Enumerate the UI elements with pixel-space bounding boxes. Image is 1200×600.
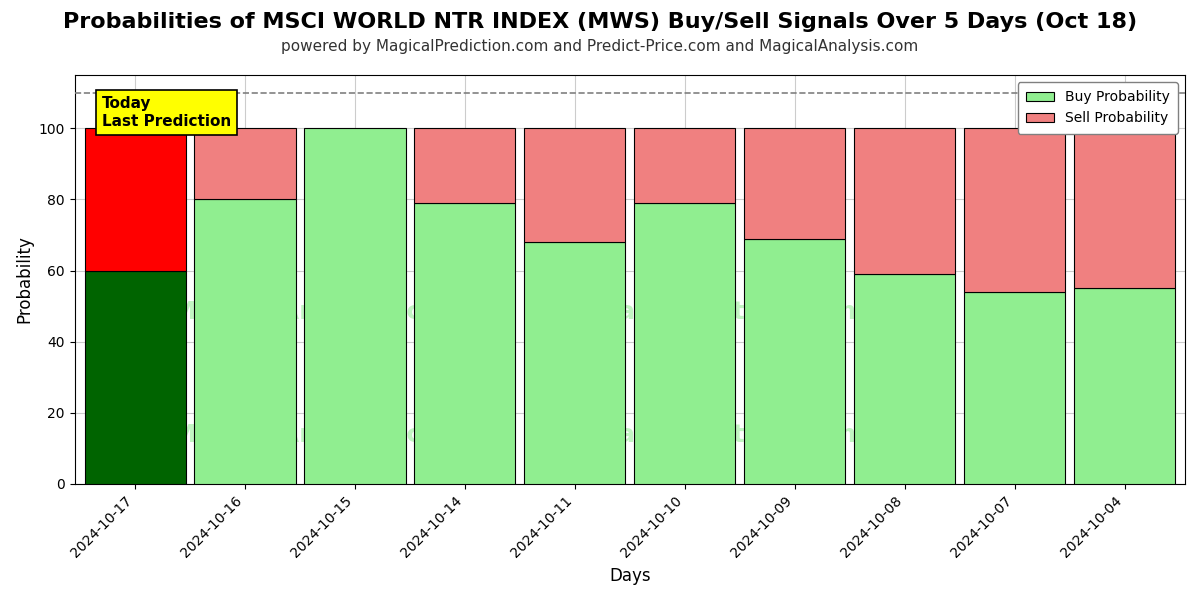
Legend: Buy Probability, Sell Probability: Buy Probability, Sell Probability — [1018, 82, 1178, 134]
Text: powered by MagicalPrediction.com and Predict-Price.com and MagicalAnalysis.com: powered by MagicalPrediction.com and Pre… — [281, 39, 919, 54]
Bar — [524, 128, 625, 242]
Text: Probabilities of MSCI WORLD NTR INDEX (MWS) Buy/Sell Signals Over 5 Days (Oct 18: Probabilities of MSCI WORLD NTR INDEX (M… — [62, 12, 1138, 32]
Bar — [84, 128, 186, 271]
Text: MagicalPrediction.com: MagicalPrediction.com — [536, 300, 857, 324]
Bar — [414, 203, 516, 484]
Text: MagicalAnalysis.com: MagicalAnalysis.com — [172, 423, 466, 447]
Bar — [854, 128, 955, 274]
Bar — [635, 203, 736, 484]
Bar — [194, 199, 295, 484]
X-axis label: Days: Days — [610, 567, 650, 585]
Bar — [305, 128, 406, 484]
Bar — [744, 239, 845, 484]
Bar — [1074, 288, 1175, 484]
Text: MagicalPrediction.com: MagicalPrediction.com — [536, 423, 857, 447]
Y-axis label: Probability: Probability — [16, 235, 34, 323]
Bar — [635, 128, 736, 203]
Bar — [84, 271, 186, 484]
Bar — [964, 128, 1066, 292]
Bar — [964, 292, 1066, 484]
Bar — [414, 128, 516, 203]
Bar — [744, 128, 845, 239]
Bar — [854, 274, 955, 484]
Bar — [524, 242, 625, 484]
Bar — [194, 128, 295, 199]
Text: MagicalAnalysis.com: MagicalAnalysis.com — [172, 300, 466, 324]
Bar — [1074, 128, 1175, 288]
Text: Today
Last Prediction: Today Last Prediction — [102, 97, 232, 129]
